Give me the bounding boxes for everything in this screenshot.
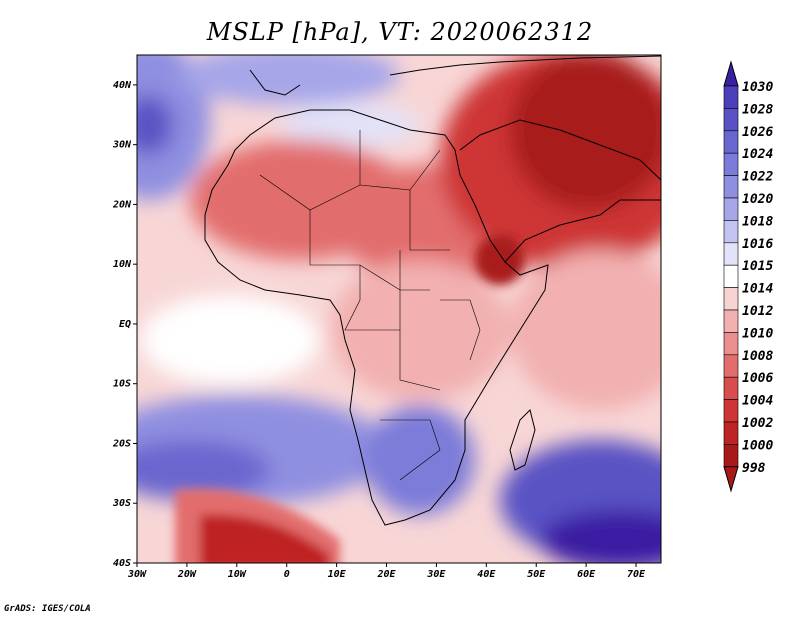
lon-tick-label: 20W xyxy=(177,569,197,580)
colorbar-swatch xyxy=(723,332,739,356)
lon-tick-label: 0 xyxy=(284,569,290,580)
colorbar-level-label: 1020 xyxy=(742,192,773,207)
colorbar-bottom-arrow xyxy=(723,466,739,493)
colorbar-level-label: 998 xyxy=(742,461,766,476)
colorbar-swatch xyxy=(723,197,739,221)
map-title: MSLP [hPa], VT: 2020062312 xyxy=(206,18,594,46)
longitude-axis: 30W 20W 10W 0 10E 20E 30E 40E 50E 60E 70E xyxy=(127,563,646,580)
colorbar-swatch xyxy=(723,152,739,176)
colorbar-swatch xyxy=(723,444,739,468)
colorbar-swatch xyxy=(723,220,739,244)
colorbar-top-arrow xyxy=(723,60,739,87)
colorbar-level-label: 1016 xyxy=(742,237,773,252)
colorbar-swatch xyxy=(723,376,739,400)
colorbar-swatch xyxy=(723,85,739,109)
colorbar: 1030 1028 1026 1024 1022 1020 1018 1016 1015 1014… xyxy=(723,60,773,493)
colorbar-swatch xyxy=(723,399,739,423)
lat-tick-label: 40S xyxy=(113,558,131,569)
lon-tick-label: 30E xyxy=(426,569,446,580)
lat-tick-label: 30N xyxy=(112,140,132,151)
colorbar-swatch xyxy=(723,108,739,132)
lon-tick-label: 60E xyxy=(577,569,596,580)
colorbar-level-label: 1012 xyxy=(742,304,773,319)
pressure-field xyxy=(137,55,661,563)
colorbar-level-label: 1006 xyxy=(742,371,773,386)
lon-tick-label: 10E xyxy=(328,569,347,580)
lat-tick-label: 10S xyxy=(113,379,131,390)
colorbar-level-label: 1018 xyxy=(742,214,773,229)
colorbar-level-label: 1014 xyxy=(742,282,773,297)
colorbar-swatch xyxy=(723,287,739,311)
colorbar-swatch xyxy=(723,242,739,266)
colorbar-swatch xyxy=(723,130,739,154)
lon-tick-label: 10W xyxy=(228,569,247,580)
colorbar-level-label: 1015 xyxy=(742,259,773,274)
colorbar-level-label: 1008 xyxy=(742,349,773,364)
lon-tick-label: 70E xyxy=(627,569,646,580)
colorbar-swatch xyxy=(723,175,739,199)
lat-tick-label: 10N xyxy=(113,259,132,270)
lon-tick-label: 40E xyxy=(477,569,496,580)
colorbar-level-label: 1002 xyxy=(742,416,773,431)
lon-tick-label: 20E xyxy=(376,569,396,580)
lat-tick-label: 30S xyxy=(112,498,131,509)
colorbar-level-label: 1000 xyxy=(742,438,773,453)
colorbar-swatch xyxy=(723,421,739,445)
colorbar-level-label: 1004 xyxy=(742,394,773,409)
lon-tick-label: 50E xyxy=(527,569,546,580)
lat-tick-label: 20S xyxy=(112,438,131,449)
country-borders xyxy=(259,130,481,481)
colorbar-level-label: 1022 xyxy=(742,170,773,185)
lat-tick-label: 20N xyxy=(112,199,132,210)
coastlines xyxy=(204,55,661,526)
colorbar-swatch xyxy=(723,264,739,288)
colorbar-level-label: 1026 xyxy=(742,125,773,140)
colorbar-swatch xyxy=(723,309,739,333)
colorbar-swatch xyxy=(723,354,739,378)
colorbar-level-label: 1030 xyxy=(742,80,773,95)
footer-credit: GrADS: IGES/COLA xyxy=(4,604,91,614)
colorbar-level-label: 1028 xyxy=(742,102,773,117)
lon-tick-label: 30W xyxy=(127,569,147,580)
latitude-axis: 40N 30N 20N 10N EQ 10S 20S 30S 40S xyxy=(112,80,137,569)
lat-tick-label: 40N xyxy=(113,80,132,91)
colorbar-level-label: 1024 xyxy=(742,147,773,162)
plot-frame xyxy=(136,54,662,564)
colorbar-level-label: 1010 xyxy=(742,326,773,341)
lat-tick-label: EQ xyxy=(119,319,131,330)
